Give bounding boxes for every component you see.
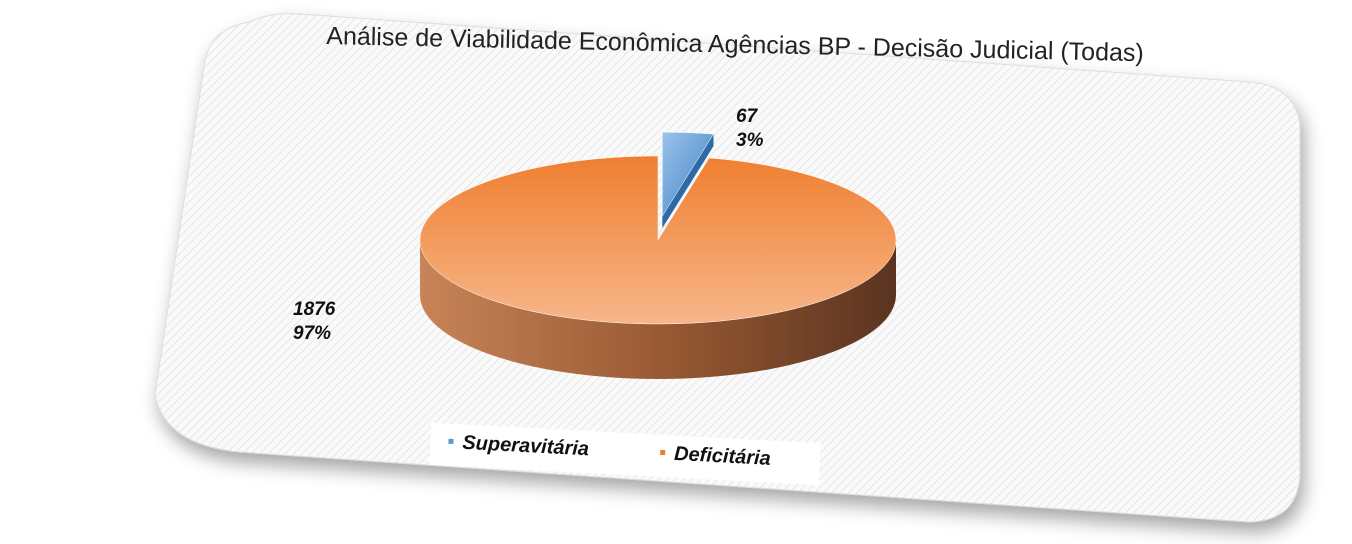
legend-swatch [448, 438, 454, 445]
data-label-percent: 3% [736, 130, 764, 151]
legend-label: Deficitária [674, 443, 772, 470]
data-label-value: 67 [736, 106, 759, 127]
pie-slice-edge [662, 134, 714, 229]
pie-slice [419, 155, 897, 325]
data-label-percent: 97% [293, 323, 331, 344]
legend-box [429, 422, 821, 486]
pie-slice [662, 131, 714, 218]
pie-side [420, 240, 896, 379]
legend-swatch [660, 449, 666, 456]
data-label-value: 1876 [293, 299, 336, 320]
